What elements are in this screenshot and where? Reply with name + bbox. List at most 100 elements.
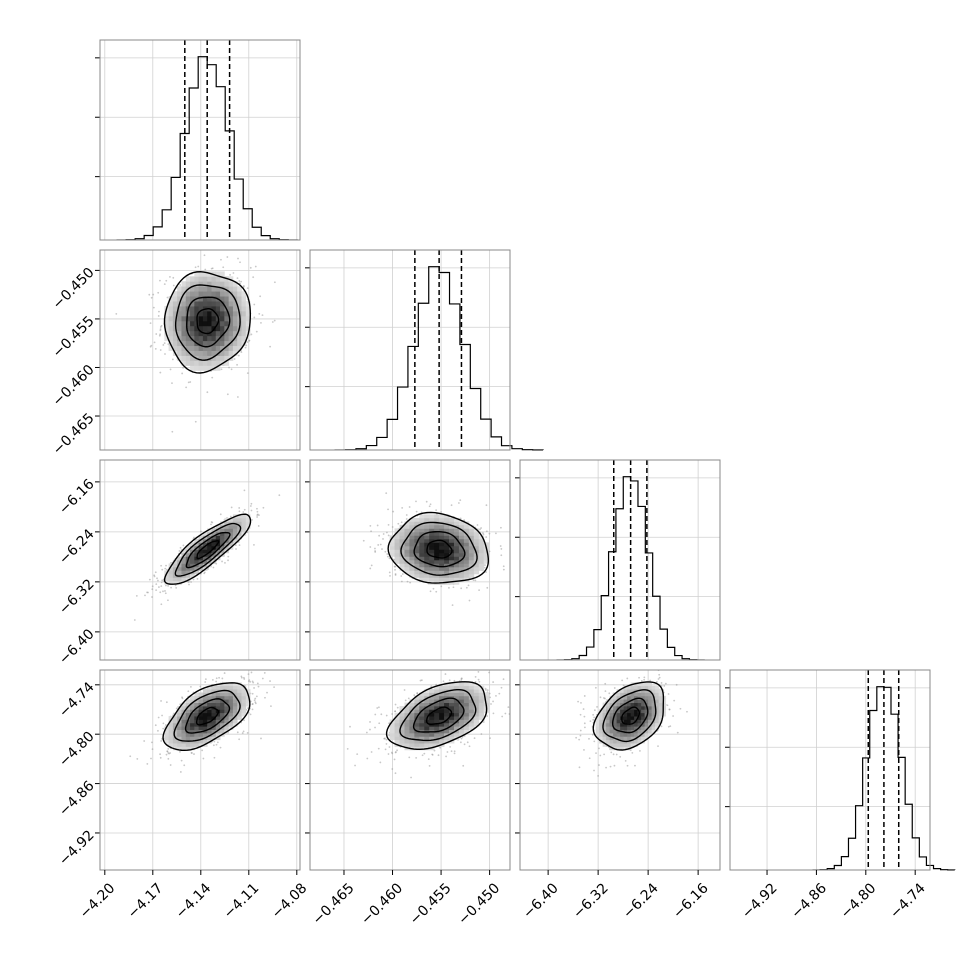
- density-cell: [394, 722, 400, 727]
- scatter-point: [379, 543, 382, 546]
- scatter-point: [488, 532, 491, 535]
- density-cell: [207, 732, 212, 737]
- density-cell: [177, 732, 182, 737]
- scatter-point: [161, 714, 163, 717]
- density-cell: [458, 709, 465, 714]
- scatter-point: [210, 523, 212, 526]
- density-cell: [181, 335, 187, 342]
- scatter-point: [660, 684, 663, 687]
- scatter-point: [448, 679, 451, 682]
- density-cell: [194, 699, 200, 703]
- scatter-point: [485, 536, 488, 538]
- density-cell: [245, 306, 251, 312]
- density-cell: [228, 296, 234, 302]
- density-cell: [220, 320, 225, 327]
- density-cell: [630, 712, 635, 717]
- density-cell: [211, 335, 217, 342]
- density-cell: [449, 732, 455, 737]
- density-cell: [404, 566, 410, 571]
- scatter-point: [415, 756, 418, 759]
- density-cell: [228, 345, 234, 351]
- density-cell: [211, 685, 217, 690]
- density-cell: [207, 685, 212, 690]
- density-cell: [181, 563, 187, 568]
- density-cell: [207, 535, 212, 540]
- density-cell: [211, 531, 217, 536]
- scatter-point: [385, 738, 388, 741]
- density-cell: [453, 521, 460, 526]
- density-cell: [419, 736, 425, 741]
- density-cell: [616, 736, 621, 741]
- density-cell: [202, 320, 208, 327]
- density-cell: [194, 736, 200, 741]
- scatter-point: [157, 291, 160, 294]
- density-cell: [232, 538, 238, 543]
- density-cell: [424, 712, 430, 717]
- density-cell: [202, 291, 208, 297]
- density-cell: [202, 350, 208, 356]
- density-cell: [623, 736, 628, 741]
- density-cell: [172, 732, 178, 737]
- density-cell: [224, 296, 230, 302]
- density-cell: [616, 726, 621, 730]
- scatter-point: [660, 725, 663, 728]
- density-cell: [215, 705, 221, 710]
- scatter-point: [253, 687, 255, 689]
- density-cell: [237, 695, 242, 700]
- density-cell: [429, 542, 435, 547]
- density-cell: [164, 325, 170, 332]
- density-cell: [434, 552, 440, 557]
- scatter-point: [478, 589, 480, 592]
- scatter-point: [490, 663, 492, 665]
- density-cell: [237, 345, 242, 351]
- density-cell: [651, 709, 656, 714]
- density-cell: [648, 695, 653, 700]
- density-cell: [185, 732, 191, 737]
- density-cell: [424, 556, 430, 561]
- density-cell: [478, 566, 485, 571]
- histogram-panel-2: [515, 459, 721, 661]
- density-cell: [224, 685, 230, 690]
- density-cell: [453, 552, 460, 557]
- density-cell: [463, 538, 470, 543]
- scatter-point: [610, 751, 613, 754]
- density-cell: [609, 719, 614, 724]
- density-cell: [202, 545, 208, 550]
- density-cell: [468, 563, 475, 568]
- density-cell: [662, 709, 667, 714]
- scatter-point: [273, 319, 276, 322]
- scatter-point: [251, 692, 254, 695]
- scatter-point: [408, 506, 411, 508]
- scatter-point: [400, 575, 403, 577]
- scatter-point: [500, 548, 503, 550]
- scatter-point: [216, 666, 218, 668]
- scatter-point: [369, 546, 372, 548]
- density-cell: [429, 743, 435, 747]
- scatter-point: [271, 321, 274, 323]
- density-cell: [190, 743, 195, 747]
- density-cell: [237, 716, 242, 720]
- density-cell: [232, 682, 238, 687]
- density-cell: [620, 709, 625, 714]
- density-cell: [434, 739, 440, 744]
- density-cell: [473, 689, 480, 693]
- scatter-point: [242, 676, 245, 679]
- density-cell: [458, 689, 465, 693]
- scatter-point: [634, 764, 636, 767]
- scatter-point: [230, 368, 233, 371]
- density-cell: [394, 739, 400, 744]
- scatter-point: [219, 746, 222, 749]
- density-cell: [449, 524, 455, 529]
- density-cell: [662, 702, 667, 707]
- scatter-point: [227, 559, 229, 562]
- density-cell: [228, 276, 234, 282]
- density-cell: [630, 699, 635, 703]
- x-tick-label: −4.17: [125, 880, 167, 922]
- density-cell: [623, 689, 628, 693]
- scatter-point: [453, 679, 456, 682]
- density-cell: [224, 355, 230, 361]
- density-cell: [439, 566, 445, 571]
- scatter-point: [400, 521, 403, 524]
- scatter-point: [257, 685, 260, 688]
- density-cell: [207, 310, 212, 317]
